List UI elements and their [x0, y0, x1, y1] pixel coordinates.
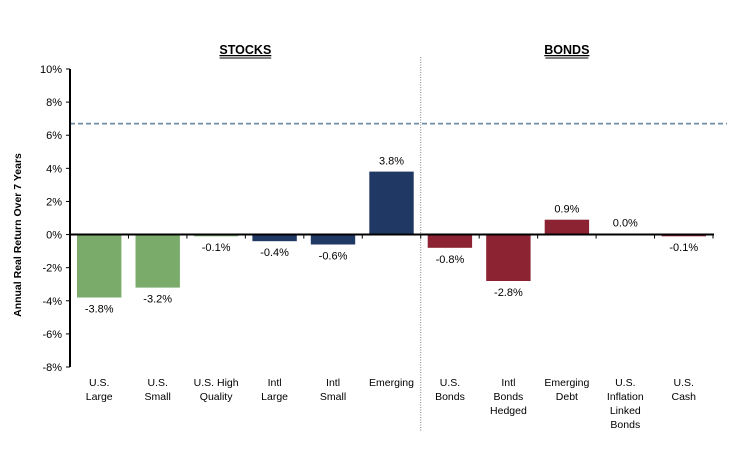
data-label: -0.8%: [436, 254, 465, 266]
category-label: Small: [320, 391, 346, 403]
bar: [369, 171, 414, 235]
category-label: U.S.: [674, 377, 694, 389]
category-label: Quality: [200, 391, 233, 403]
data-label: 3.8%: [379, 156, 404, 168]
category-label: Debt: [556, 391, 578, 403]
data-label: 0.9%: [554, 204, 579, 216]
category-label: Linked: [610, 405, 641, 417]
category-label: U.S.: [89, 377, 109, 389]
category-label: Intl: [501, 377, 515, 389]
y-tick-label: 0%: [46, 230, 62, 242]
data-labels: -3.8% -3.2% -0.1% -0.4% -0.6% 3.8% -0.8% -2.8% 0…: [85, 156, 699, 316]
category-label: Large: [261, 391, 288, 403]
bar: [77, 234, 122, 298]
axes: [66, 57, 714, 432]
category-label: Intl: [268, 377, 282, 389]
category-label: Inflation: [607, 391, 644, 403]
section-title: STOCKS: [219, 43, 271, 57]
data-label: -0.1%: [202, 242, 231, 254]
category-label: Bonds: [435, 391, 465, 403]
y-tick-label: -2%: [42, 263, 62, 275]
y-tick-label: 6%: [46, 130, 62, 142]
category-label: U.S.: [615, 377, 635, 389]
bar: [310, 234, 356, 245]
category-label: Emerging: [369, 377, 414, 389]
data-label: -3.8%: [85, 303, 114, 315]
y-tick-labels: 10% 8% 6% 4% 2% 0% -2% -4% -6% -8%: [40, 64, 62, 374]
data-label: -0.1%: [669, 242, 698, 254]
bar: [427, 234, 473, 248]
category-label: Small: [145, 391, 171, 403]
y-tick-label: -4%: [42, 296, 62, 308]
category-label: Intl: [326, 377, 340, 389]
data-label: -3.2%: [143, 294, 172, 306]
category-label: Hedged: [490, 405, 527, 417]
category-label: U.S. High: [194, 377, 239, 389]
section-titles: STOCKS BONDS: [219, 43, 589, 59]
category-label: Cash: [672, 391, 697, 403]
y-tick-label: 8%: [46, 97, 62, 109]
data-label: 0.0%: [613, 218, 638, 230]
category-label: Bonds: [610, 419, 640, 431]
category-labels: U.S. Large U.S. Small U.S. High Quality Intl La…: [86, 377, 696, 431]
y-tick-label: 10%: [40, 64, 62, 76]
y-tick-label: -6%: [42, 329, 62, 341]
data-label: -0.6%: [319, 250, 348, 262]
category-label: Bonds: [494, 391, 524, 403]
bars: [77, 171, 706, 298]
category-label: U.S.: [147, 377, 167, 389]
y-tick-label: 4%: [46, 163, 62, 175]
data-label: -0.4%: [260, 247, 289, 259]
bar: [135, 234, 180, 288]
bar: [544, 219, 590, 235]
bar: [252, 234, 297, 242]
section-title: BONDS: [544, 43, 589, 57]
category-label: Large: [86, 391, 113, 403]
category-label: Emerging: [544, 377, 589, 389]
y-tick-label: 2%: [46, 196, 62, 208]
category-label: U.S.: [440, 377, 460, 389]
data-label: -2.8%: [494, 287, 523, 299]
y-axis-title: Annual Real Return Over 7 Years: [12, 153, 24, 317]
y-tick-label: -8%: [42, 362, 62, 374]
bar: [486, 234, 531, 281]
